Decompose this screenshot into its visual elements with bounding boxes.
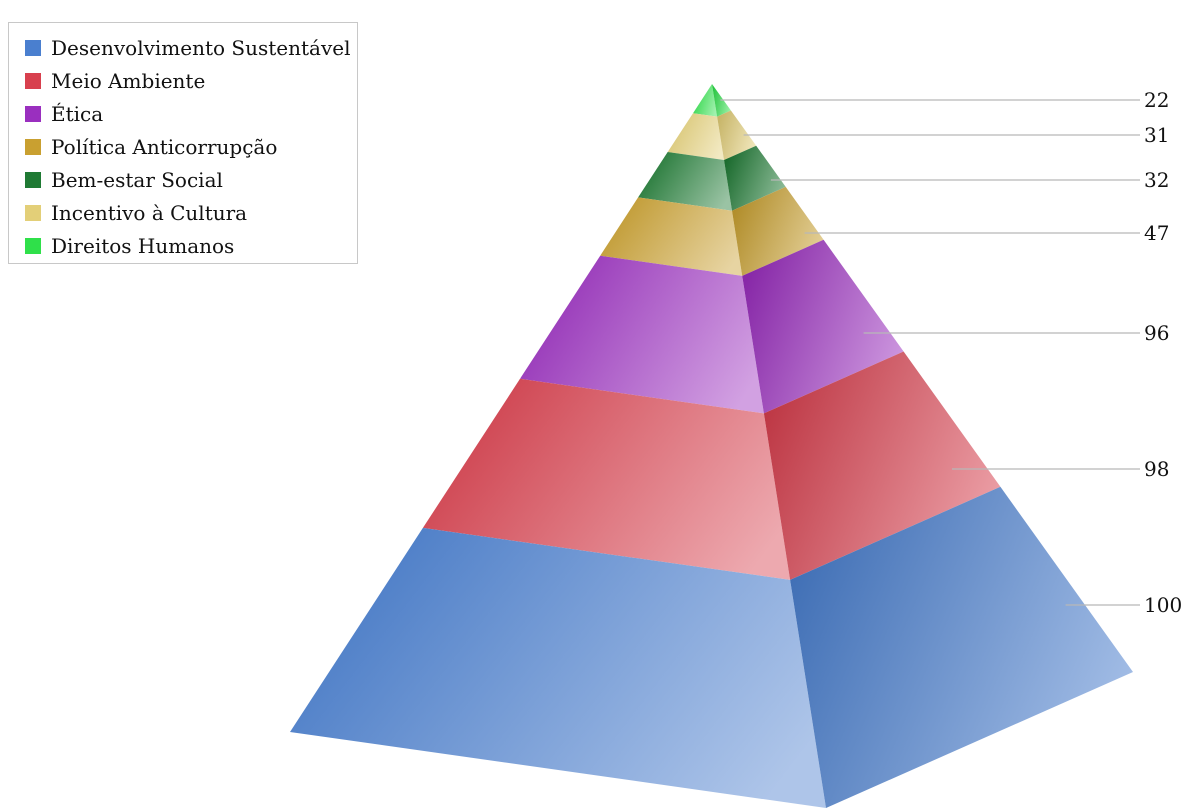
pyramid-layer-left-4 (638, 152, 732, 211)
legend-swatch (25, 105, 41, 122)
leader-lines (720, 99, 1140, 606)
pyramid-layer-right-4 (724, 145, 786, 211)
value-label: 98 (1144, 457, 1169, 481)
pyramid-layer-left-2 (520, 255, 764, 414)
legend-swatch (25, 138, 41, 155)
legend-label: Bem-estar Social (51, 167, 223, 192)
pyramid-layer-left-0 (290, 527, 826, 808)
legend-swatch (25, 72, 41, 89)
legend-item: Desenvolvimento Sustentável (25, 31, 357, 64)
legend-label: Desenvolvimento Sustentável (51, 35, 351, 60)
legend-swatch (25, 171, 41, 188)
pyramid-layer-right-2 (742, 239, 904, 414)
value-labels: 22 31 32 47 96 98 100 (1144, 88, 1182, 617)
pyramid-layer-right-0 (790, 486, 1133, 808)
legend-item: Direitos Humanos (25, 229, 357, 262)
legend-label: Direitos Humanos (51, 233, 235, 258)
pyramid-layers (290, 84, 1133, 808)
pyramid-layer-left-5 (667, 113, 724, 160)
value-label: 47 (1144, 221, 1169, 245)
legend-swatch (25, 39, 41, 56)
pyramid-layer-left-6 (693, 84, 718, 117)
value-label: 100 (1144, 593, 1182, 617)
legend-label: Meio Ambiente (51, 68, 206, 93)
chart-legend: Desenvolvimento Sustentável Meio Ambiente… (8, 22, 358, 264)
pyramid-layer-left-1 (422, 378, 791, 580)
pyramid-layer-left-3 (600, 197, 743, 276)
legend-item: Meio Ambiente (25, 64, 357, 97)
value-label: 22 (1144, 88, 1169, 112)
legend-label: Incentivo à Cultura (51, 200, 248, 225)
value-label: 32 (1144, 168, 1169, 192)
value-label: 31 (1144, 123, 1169, 147)
value-label: 96 (1144, 321, 1169, 345)
legend-swatch (25, 237, 41, 254)
pyramid-layer-right-1 (763, 351, 1001, 580)
legend-item: Incentivo à Cultura (25, 196, 357, 229)
legend-label: Ética (51, 101, 104, 126)
legend-item: Política Anticorrupção (25, 130, 357, 163)
pyramid-layer-right-5 (717, 110, 757, 160)
legend-label: Política Anticorrupção (51, 134, 278, 159)
legend-item: Bem-estar Social (25, 163, 357, 196)
pyramid-layer-right-3 (732, 186, 824, 276)
legend-swatch (25, 204, 41, 221)
legend-item: Ética (25, 97, 357, 130)
